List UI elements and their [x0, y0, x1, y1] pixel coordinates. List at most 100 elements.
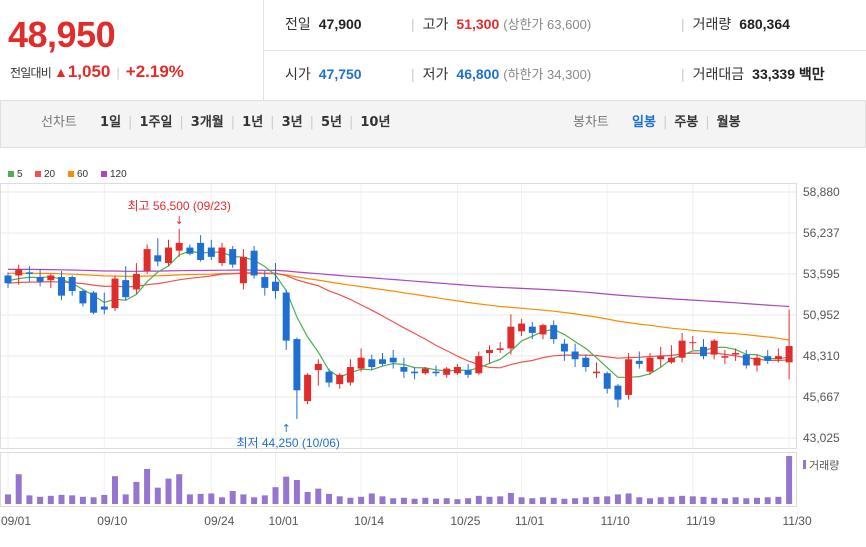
volume-bar: [454, 499, 461, 504]
candle-body: [207, 247, 215, 257]
volume-bar: [764, 497, 771, 504]
candle: [186, 244, 194, 256]
volume-bar: [754, 497, 760, 504]
candle-body: [58, 277, 65, 296]
prev-close-value: 47,900: [318, 16, 362, 32]
trade-amount-value: 33,339 백만: [752, 66, 825, 82]
period-1w[interactable]: 1주일: [139, 115, 173, 130]
volume-bar: [400, 497, 407, 504]
candle-body: [314, 363, 322, 371]
up-arrow-icon: ▲: [53, 64, 68, 80]
candle-body: [304, 374, 312, 402]
volume-bar: [689, 496, 696, 504]
candle-body: [710, 340, 718, 355]
candle: [336, 373, 344, 389]
period-3y[interactable]: 3년: [281, 115, 303, 130]
period-10y[interactable]: 10년: [360, 115, 391, 130]
volume-bar: [636, 497, 643, 504]
low-annotation: 최저 44,250 (10/06): [236, 436, 339, 450]
period-5y[interactable]: 5년: [320, 115, 342, 130]
candle-body: [293, 339, 301, 391]
candle: [475, 351, 483, 375]
volume-bar: [5, 494, 11, 504]
volume-bar: [475, 495, 482, 504]
volume-bar: [251, 497, 258, 504]
candle: [571, 343, 579, 368]
candle-weekly[interactable]: 주봉: [674, 115, 699, 130]
volume-bar: [69, 495, 76, 504]
candle-body: [764, 356, 772, 361]
price-summary: 48,950 전일대비 ▲1,050 | +2.19%: [0, 0, 264, 100]
low-value: 46,800: [456, 66, 500, 82]
high-annotation: 최고 56,500 (09/23): [127, 199, 230, 213]
y-tick-label: 53,595: [803, 267, 840, 281]
volume-bar: [786, 456, 793, 504]
candle-body: [742, 354, 750, 366]
candle-body: [15, 269, 23, 276]
stock-chart: 5 20 60 120 58,880 56,237 53,595 50,952 48,310 45…: [0, 169, 840, 528]
volume-bar: [379, 496, 386, 504]
volume-bar: [133, 481, 140, 504]
candle-daily[interactable]: 일봉: [632, 115, 656, 130]
volume-bar: [186, 494, 193, 504]
candle: [68, 275, 76, 296]
candle-body: [475, 356, 483, 374]
candle-body: [132, 273, 140, 290]
x-tick-label: 11/30: [783, 514, 812, 528]
y-tick-label: 45,667: [803, 390, 840, 404]
candle-monthly[interactable]: 월봉: [716, 115, 741, 130]
candle: [47, 273, 55, 288]
candle: [432, 365, 440, 377]
candle-body: [165, 247, 172, 264]
volume-bar: [593, 496, 600, 504]
candle: [15, 264, 23, 285]
candle-body: [4, 275, 12, 284]
candle: [357, 348, 365, 372]
volume-bar: [711, 497, 718, 504]
candle: [346, 359, 354, 386]
current-price: 48,950: [8, 14, 116, 55]
candle-body: [421, 368, 429, 374]
volume-bar: [550, 497, 557, 504]
candle: [635, 351, 643, 369]
candle: [774, 348, 782, 363]
volume-bar: [433, 498, 439, 504]
candle: [261, 270, 269, 296]
candle: [122, 266, 130, 301]
candle: [646, 353, 654, 375]
candle-body: [47, 275, 55, 281]
candle: [411, 367, 419, 380]
candle: [742, 349, 750, 369]
volume-bar: [197, 493, 204, 504]
y-tick-label: 43,025: [803, 431, 840, 445]
candle: [593, 362, 600, 378]
period-1y[interactable]: 1년: [242, 115, 264, 130]
candle: [785, 309, 793, 380]
candle: [560, 339, 568, 361]
candle-body: [79, 290, 87, 304]
volume-bar: [368, 493, 375, 504]
price-change: 전일대비 ▲1,050 | +2.19%: [10, 62, 184, 82]
volume-bar: [540, 497, 546, 504]
prev-close: 전일 47,900: [285, 16, 362, 32]
y-tick-label: 48,310: [803, 349, 840, 363]
candle: [518, 318, 526, 336]
period-3m[interactable]: 3개월: [190, 115, 224, 130]
period-1d[interactable]: 1일: [100, 115, 122, 130]
candle: [154, 238, 162, 267]
volume-bar: [465, 498, 472, 504]
volume-bar: [625, 493, 632, 504]
candle-body: [389, 357, 397, 363]
volume-bar: [79, 496, 86, 504]
candle-body: [774, 356, 782, 360]
ma-line-5: [7, 250, 790, 378]
volume-bar: [208, 493, 215, 504]
change-label: 전일대비: [10, 66, 52, 80]
candle: [111, 275, 119, 312]
candle: [36, 269, 44, 287]
legend-swatch: [8, 171, 14, 177]
candle-body: [229, 249, 237, 265]
high-arrow-icon: ↓: [175, 214, 184, 227]
candle-body: [732, 353, 740, 355]
candle: [165, 239, 172, 267]
